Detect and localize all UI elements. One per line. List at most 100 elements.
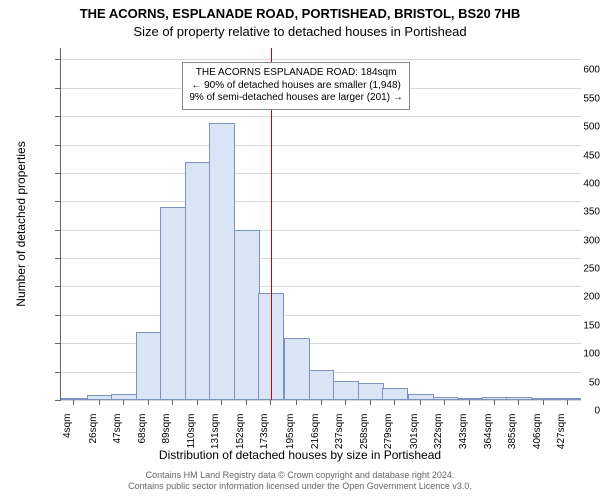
- ytick-label: 200: [548, 292, 600, 303]
- xtick-mark: [197, 400, 198, 405]
- page-subtitle: Size of property relative to detached ho…: [0, 24, 600, 39]
- ytick-label: 400: [548, 178, 600, 189]
- histogram-bar: [531, 398, 557, 400]
- ytick-label: 150: [548, 320, 600, 331]
- histogram-bar: [185, 162, 211, 400]
- xtick-mark: [444, 400, 445, 405]
- ytick-mark: [55, 286, 60, 287]
- xtick-mark: [345, 400, 346, 405]
- ytick-mark: [55, 88, 60, 89]
- gridline: [61, 315, 581, 316]
- ytick-mark: [55, 400, 60, 401]
- annotation-line: 9% of semi-detached houses are larger (2…: [189, 92, 402, 105]
- xtick-mark: [270, 400, 271, 405]
- ytick-label: 600: [548, 65, 600, 76]
- annotation-line: THE ACORNS ESPLANADE ROAD: 184sqm: [189, 67, 402, 80]
- ytick-label: 100: [548, 349, 600, 360]
- ytick-mark: [55, 145, 60, 146]
- xtick-mark: [296, 400, 297, 405]
- histogram-bar: [433, 397, 459, 400]
- histogram-bar: [309, 370, 335, 400]
- xtick-mark: [73, 400, 74, 405]
- xtick-mark: [469, 400, 470, 405]
- xtick-mark: [420, 400, 421, 405]
- xtick-label: 68sqm: [137, 414, 148, 464]
- ytick-mark: [55, 59, 60, 60]
- gridline: [61, 59, 581, 60]
- histogram-bar: [333, 381, 359, 400]
- y-axis-label: Number of detached properties: [14, 48, 28, 400]
- xtick-label: 301sqm: [409, 414, 420, 464]
- xtick-label: 343sqm: [458, 414, 469, 464]
- xtick-label: 47sqm: [112, 414, 123, 464]
- histogram-bar: [136, 332, 162, 400]
- histogram-plot: THE ACORNS ESPLANADE ROAD: 184sqm← 90% o…: [60, 48, 581, 401]
- xtick-mark: [123, 400, 124, 405]
- xtick-label: 406sqm: [532, 414, 543, 464]
- histogram-bar: [482, 397, 508, 400]
- ytick-label: 50: [548, 377, 600, 388]
- histogram-bar: [358, 383, 384, 400]
- histogram-bar: [87, 395, 113, 400]
- xtick-mark: [148, 400, 149, 405]
- xtick-label: 131sqm: [210, 414, 221, 464]
- ytick-mark: [55, 258, 60, 259]
- ytick-label: 250: [548, 264, 600, 275]
- credits-line2: Contains public sector information licen…: [128, 481, 472, 491]
- histogram-bar: [234, 230, 260, 400]
- histogram-bar: [209, 123, 235, 400]
- xtick-mark: [543, 400, 544, 405]
- xtick-mark: [567, 400, 568, 405]
- xtick-mark: [394, 400, 395, 405]
- ytick-mark: [55, 343, 60, 344]
- xtick-mark: [99, 400, 100, 405]
- xtick-mark: [518, 400, 519, 405]
- ytick-mark: [55, 173, 60, 174]
- xtick-mark: [221, 400, 222, 405]
- gridline: [61, 145, 581, 146]
- ytick-label: 300: [548, 235, 600, 246]
- gridline: [61, 258, 581, 259]
- xtick-mark: [321, 400, 322, 405]
- xtick-label: 279sqm: [383, 414, 394, 464]
- gridline: [61, 230, 581, 231]
- annotation-line: ← 90% of detached houses are smaller (1,…: [189, 80, 402, 93]
- histogram-bar: [160, 207, 186, 400]
- xtick-mark: [494, 400, 495, 405]
- ytick-label: 500: [548, 122, 600, 133]
- xtick-label: 322sqm: [433, 414, 444, 464]
- gridline: [61, 201, 581, 202]
- xtick-label: 237sqm: [334, 414, 345, 464]
- xtick-mark: [172, 400, 173, 405]
- histogram-bar: [61, 398, 87, 400]
- gridline: [61, 173, 581, 174]
- xtick-label: 89sqm: [161, 414, 172, 464]
- xtick-label: 258sqm: [359, 414, 370, 464]
- xtick-label: 216sqm: [310, 414, 321, 464]
- xtick-label: 110sqm: [186, 414, 197, 464]
- page-title: THE ACORNS, ESPLANADE ROAD, PORTISHEAD, …: [0, 6, 600, 21]
- ytick-mark: [55, 315, 60, 316]
- xtick-label: 152sqm: [235, 414, 246, 464]
- annotation-box: THE ACORNS ESPLANADE ROAD: 184sqm← 90% o…: [182, 62, 409, 110]
- ytick-mark: [55, 201, 60, 202]
- gridline: [61, 286, 581, 287]
- histogram-bar: [284, 338, 310, 400]
- ytick-mark: [55, 230, 60, 231]
- ytick-label: 450: [548, 150, 600, 161]
- xtick-mark: [246, 400, 247, 405]
- xtick-label: 385sqm: [507, 414, 518, 464]
- ytick-label: 350: [548, 207, 600, 218]
- credits: Contains HM Land Registry data © Crown c…: [0, 470, 600, 493]
- gridline: [61, 116, 581, 117]
- xtick-label: 195sqm: [285, 414, 296, 464]
- xtick-label: 26sqm: [88, 414, 99, 464]
- credits-line1: Contains HM Land Registry data © Crown c…: [146, 470, 455, 480]
- xtick-label: 173sqm: [259, 414, 270, 464]
- xtick-mark: [370, 400, 371, 405]
- histogram-bar: [382, 388, 408, 400]
- ytick-label: 550: [548, 93, 600, 104]
- xtick-label: 427sqm: [556, 414, 567, 464]
- xtick-label: 364sqm: [483, 414, 494, 464]
- xtick-label: 4sqm: [62, 414, 73, 464]
